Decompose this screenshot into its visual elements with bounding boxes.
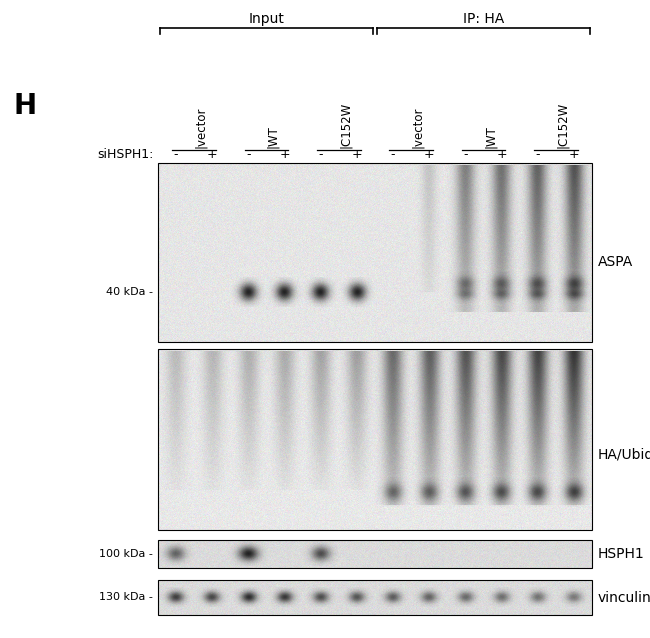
Text: -: - — [246, 149, 251, 161]
Text: |WT: |WT — [484, 125, 497, 148]
Text: 130 kDa -: 130 kDa - — [99, 593, 153, 602]
Text: +: + — [569, 149, 579, 161]
Text: 100 kDa -: 100 kDa - — [99, 549, 153, 559]
Bar — [158, 349, 592, 530]
Text: ASPA: ASPA — [598, 255, 633, 269]
Text: 40 kDa -: 40 kDa - — [106, 287, 153, 297]
Text: +: + — [496, 149, 507, 161]
Text: HSPH1: HSPH1 — [598, 547, 645, 561]
Text: -: - — [391, 149, 395, 161]
Text: -: - — [318, 149, 323, 161]
Bar — [158, 580, 592, 615]
Text: -: - — [463, 149, 467, 161]
Text: H: H — [14, 92, 37, 120]
Text: IP: HA: IP: HA — [463, 12, 504, 26]
Text: |C152W: |C152W — [556, 101, 569, 148]
Text: |vector: |vector — [194, 107, 207, 148]
Text: |C152W: |C152W — [339, 101, 352, 148]
Text: +: + — [352, 149, 362, 161]
Text: HA/Ubiquitin: HA/Ubiquitin — [598, 447, 650, 461]
Text: Input: Input — [248, 12, 285, 26]
Text: |WT: |WT — [266, 125, 280, 148]
Text: |vector: |vector — [411, 107, 424, 148]
Bar — [158, 163, 592, 342]
Text: +: + — [207, 149, 218, 161]
Text: -: - — [536, 149, 540, 161]
Text: +: + — [424, 149, 435, 161]
Text: -: - — [174, 149, 178, 161]
Text: vinculin: vinculin — [598, 591, 650, 604]
Bar — [158, 540, 592, 568]
Text: siHSPH1:: siHSPH1: — [98, 149, 154, 161]
Text: +: + — [280, 149, 290, 161]
